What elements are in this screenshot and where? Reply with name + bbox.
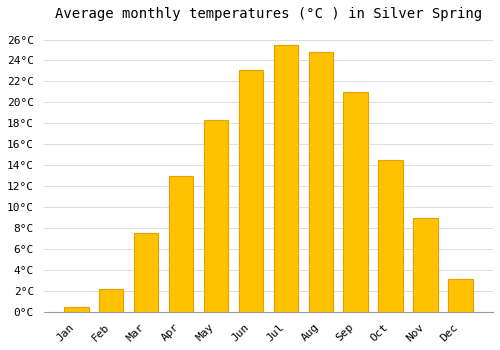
Bar — [64, 307, 88, 312]
Bar — [274, 45, 298, 312]
Bar — [344, 92, 368, 312]
Bar — [169, 176, 194, 312]
Bar — [99, 289, 124, 312]
Bar — [378, 160, 403, 312]
Bar — [448, 279, 472, 312]
Bar — [308, 52, 333, 312]
Bar — [414, 218, 438, 312]
Title: Average monthly temperatures (°C ) in Silver Spring: Average monthly temperatures (°C ) in Si… — [55, 7, 482, 21]
Bar — [238, 70, 263, 312]
Bar — [134, 233, 158, 312]
Bar — [204, 120, 228, 312]
